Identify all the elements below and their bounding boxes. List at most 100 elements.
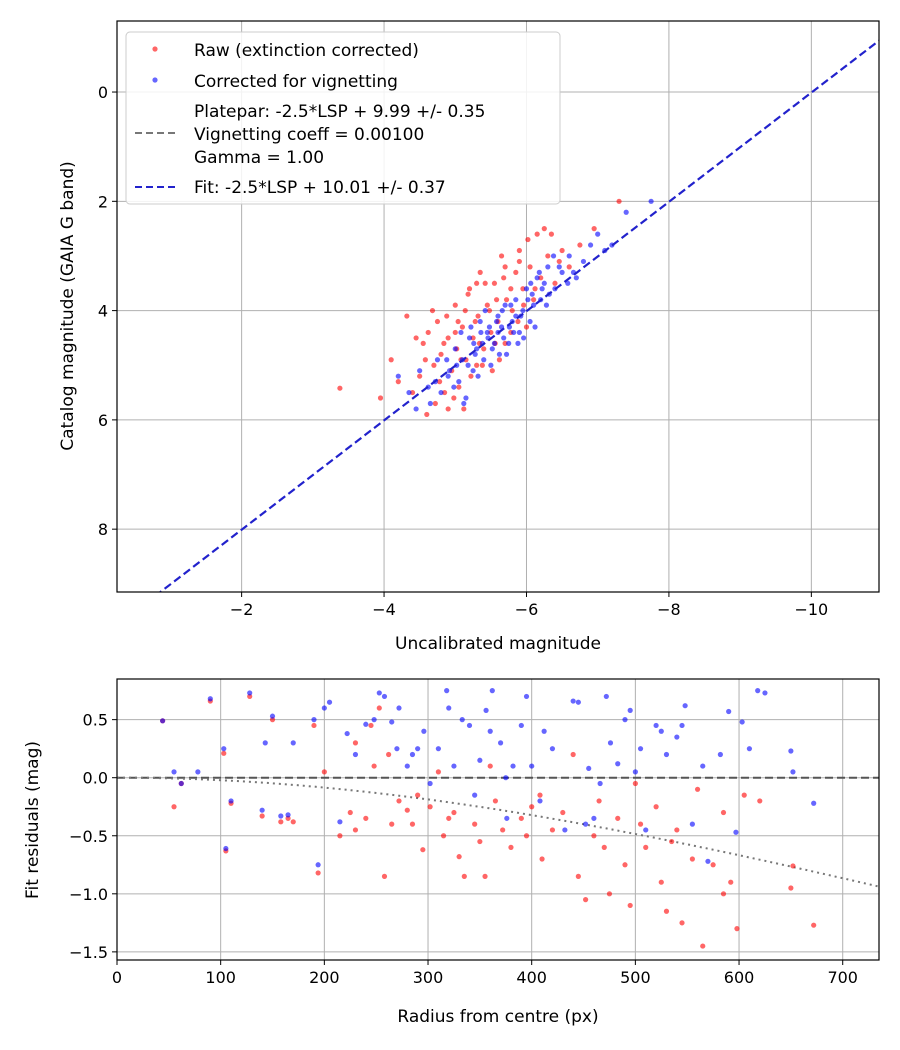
data-point-raw [516, 258, 522, 265]
data-point-raw [311, 722, 317, 729]
data-point-raw [415, 792, 421, 798]
data-point-raw [545, 253, 551, 259]
data-point-corrected [352, 751, 359, 758]
data-point-corrected [520, 307, 526, 314]
data-point-corrected [622, 717, 628, 723]
legend-label-corrected: Corrected for vignetting [194, 72, 398, 92]
data-point-corrected [534, 275, 540, 281]
data-point-raw [513, 269, 519, 275]
data-point-raw [523, 833, 530, 839]
data-point-raw [516, 247, 522, 254]
data-point-raw [452, 329, 458, 336]
data-point-raw [420, 340, 426, 346]
data-point-raw [508, 844, 514, 850]
data-point-corrected [463, 395, 469, 401]
data-point-raw [560, 809, 566, 816]
data-point-corrected [395, 373, 401, 379]
data-point-raw [570, 751, 576, 758]
data-point-corrected [415, 746, 421, 752]
x-tick-label: −10 [794, 600, 828, 619]
data-point-raw [491, 280, 498, 286]
scatter-points [337, 198, 654, 418]
plot-frame [116, 20, 880, 593]
data-point-corrected [363, 721, 369, 727]
data-point-raw [468, 373, 474, 379]
data-point-corrected [262, 740, 268, 746]
data-point-raw [552, 280, 558, 286]
x-tick-labels: 0 100 200 300 400 500 600 700 [112, 960, 858, 987]
data-point-raw [452, 302, 458, 308]
data-point-corrected [586, 765, 592, 772]
x-tick-label: 300 [413, 968, 444, 987]
x-tick-labels: −2 −4 −6 −8 −10 [230, 592, 828, 619]
data-point-raw [488, 329, 494, 336]
data-point-raw [549, 827, 556, 833]
data-point-corrected [269, 713, 276, 719]
data-point-corrected [679, 722, 685, 729]
data-point-corrected [575, 699, 581, 705]
x-tick-label: 100 [205, 968, 236, 987]
data-point-raw [315, 870, 321, 876]
y-tick-label: −1.0 [69, 885, 108, 904]
data-point-corrected [513, 297, 519, 303]
data-point-corrected [477, 757, 483, 763]
data-point-corrected [511, 329, 517, 336]
data-point-raw [710, 862, 716, 868]
data-point-corrected [566, 253, 572, 259]
data-point-corrected [545, 264, 551, 270]
data-point-raw [465, 291, 471, 297]
data-point-raw [637, 821, 644, 827]
data-point-corrected [344, 730, 350, 737]
data-point-corrected [597, 780, 603, 787]
data-point-raw [520, 286, 526, 292]
data-point-raw [653, 804, 659, 810]
data-point-corrected [528, 280, 534, 286]
data-point-corrected [503, 775, 509, 781]
data-point-corrected [550, 253, 557, 259]
data-point-corrected [663, 751, 670, 758]
data-point-raw [386, 751, 392, 758]
data-point-corrected [580, 258, 587, 265]
data-point-corrected [733, 829, 739, 835]
data-point-corrected [523, 286, 530, 292]
data-point-corrected [491, 340, 498, 346]
data-point-corrected [472, 351, 478, 357]
data-point-corrected [536, 269, 542, 275]
legend-label-raw: Raw (extinction corrected) [194, 41, 419, 61]
data-point-raw [575, 873, 581, 879]
data-point-raw [527, 264, 533, 270]
data-point-corrected [471, 340, 477, 346]
data-point-raw [451, 809, 457, 816]
data-point-raw [459, 324, 465, 330]
x-tick-label: 600 [724, 968, 755, 987]
data-point-raw [503, 297, 510, 303]
legend-box [125, 31, 561, 205]
data-point-corrected [529, 291, 535, 297]
data-point-raw [559, 247, 565, 254]
y-tick-label: 4 [98, 302, 108, 321]
data-point-corrected [537, 798, 543, 804]
x-tick-label: −8 [657, 600, 681, 619]
data-point-raw [381, 873, 388, 879]
data-point-raw [622, 862, 628, 868]
data-point-raw [461, 873, 467, 879]
data-point-raw [474, 280, 480, 286]
data-point-corrected [541, 728, 547, 734]
y-tick-label: −1.5 [69, 943, 108, 962]
data-point-corrected [223, 845, 229, 852]
data-point-raw [790, 863, 796, 869]
data-point-corrected [482, 307, 488, 314]
data-point-corrected [603, 693, 609, 700]
data-point-corrected [438, 389, 444, 396]
data-point-corrected [481, 357, 487, 363]
data-point-raw [500, 827, 506, 833]
data-point-corrected [573, 275, 579, 281]
data-point-raw [694, 786, 701, 792]
data-point-corrected [427, 400, 433, 407]
data-point-corrected [434, 357, 441, 363]
data-point-raw [435, 769, 441, 775]
data-point-raw [577, 242, 583, 248]
data-point-raw [493, 297, 500, 303]
data-point-corrected [529, 763, 535, 769]
data-point-corrected [489, 688, 495, 694]
